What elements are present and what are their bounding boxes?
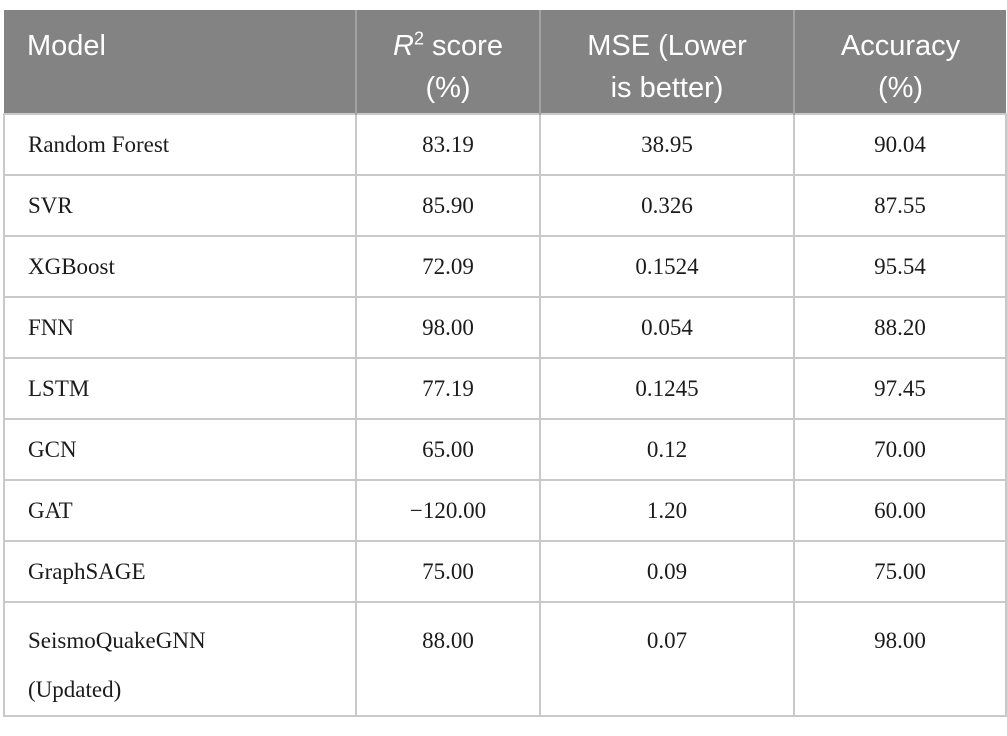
r2-cell: 77.19 [355,357,541,420]
r2-cell: 83.19 [355,113,541,176]
table-row: GAT −120.00 1.20 60.00 [3,479,1007,542]
r2-symbol: R [393,30,414,62]
header-model: Model [4,10,356,114]
r2-cell: 98.00 [355,296,541,359]
r2-cell: 72.09 [355,235,541,298]
r2-superscript: 2 [413,28,424,49]
model-cell: SVR [3,174,357,237]
table-row: LSTM 77.19 0.1245 97.45 [3,357,1007,420]
accuracy-cell: 75.00 [793,540,1007,603]
mse-cell: 0.09 [539,540,795,603]
r2-cell: −120.00 [355,479,541,542]
model-cell: FNN [3,296,357,359]
accuracy-cell: 60.00 [793,479,1007,542]
header-row: Model R2 score (%) MSE (Lower is better)… [4,10,1006,114]
table-row: GraphSAGE 75.00 0.09 75.00 [3,540,1007,603]
accuracy-cell: 97.45 [793,357,1007,420]
table-row: SeismoQuakeGNN (Updated) 88.00 0.07 98.00 [3,601,1007,717]
header-mse: MSE (Lower is better) [539,10,794,114]
model-cell: LSTM [3,357,357,420]
accuracy-cell: 95.54 [793,235,1007,298]
results-table-container: Model R2 score (%) MSE (Lower is better)… [3,10,1007,717]
mse-cell: 0.12 [539,418,795,481]
r2-cell: 85.90 [355,174,541,237]
header-r2-score: R2 score (%) [355,10,540,114]
table-row: SVR 85.90 0.326 87.55 [3,174,1007,237]
mse-cell: 38.95 [539,113,795,176]
accuracy-cell: 90.04 [793,113,1007,176]
table-body: Random Forest 83.19 38.95 90.04 SVR 85.90 0.32… [3,113,1007,717]
model-cell: GraphSAGE [3,540,357,603]
table-row: XGBoost 72.09 0.1524 95.54 [3,235,1007,298]
r2-cell: 88.00 [355,601,541,717]
accuracy-cell: 87.55 [793,174,1007,237]
r2-cell: 75.00 [355,540,541,603]
model-cell: GAT [3,479,357,542]
accuracy-cell: 98.00 [793,601,1007,717]
model-comparison-table: Model R2 score (%) MSE (Lower is better)… [3,10,1007,717]
accuracy-cell: 88.20 [793,296,1007,359]
table-row: FNN 98.00 0.054 88.20 [3,296,1007,359]
r2-rest: score (%) [425,30,503,105]
accuracy-cell: 70.00 [793,418,1007,481]
mse-cell: 0.1524 [539,235,795,298]
mse-cell: 0.054 [539,296,795,359]
model-cell: GCN [3,418,357,481]
mse-cell: 1.20 [539,479,795,542]
header-accuracy: Accuracy (%) [793,10,1006,114]
table-row: GCN 65.00 0.12 70.00 [3,418,1007,481]
mse-cell: 0.326 [539,174,795,237]
mse-cell: 0.1245 [539,357,795,420]
table-header: Model R2 score (%) MSE (Lower is better)… [4,10,1006,114]
model-cell: XGBoost [3,235,357,298]
mse-cell: 0.07 [539,601,795,717]
table-row: Random Forest 83.19 38.95 90.04 [3,113,1007,176]
r2-cell: 65.00 [355,418,541,481]
model-cell: SeismoQuakeGNN (Updated) [3,601,357,717]
model-cell: Random Forest [3,113,357,176]
